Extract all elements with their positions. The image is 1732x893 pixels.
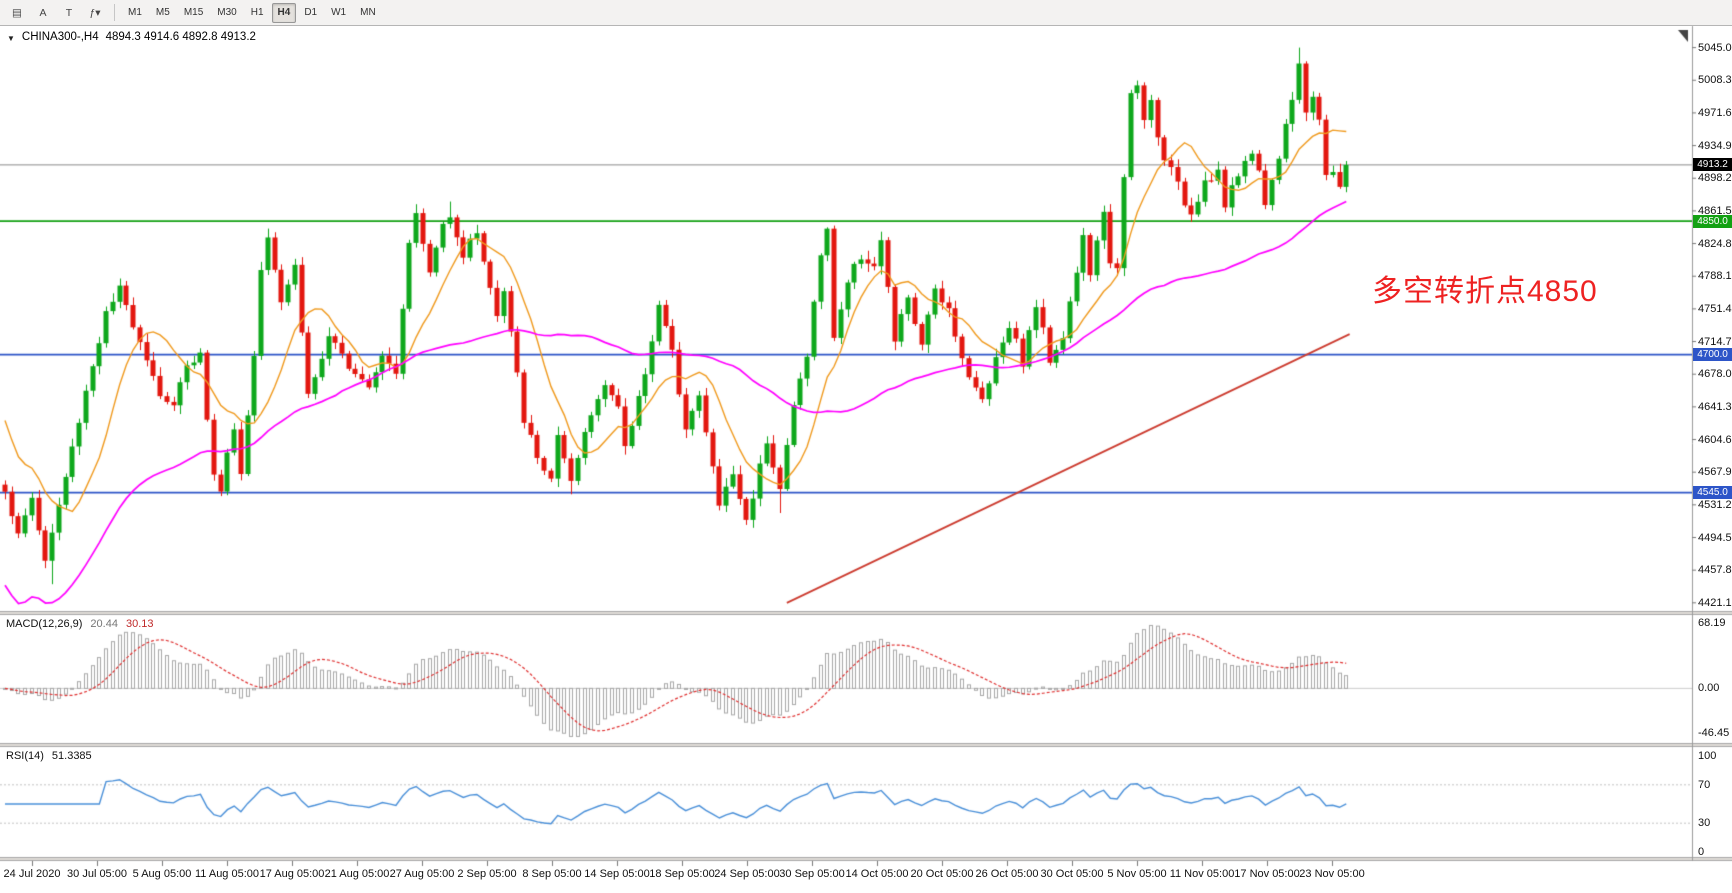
rsi-axis-label: 70 [1698, 778, 1711, 791]
time-axis-label: 21 Aug 05:00 [324, 868, 390, 880]
symbol-name: CHINA300-,H4 [21, 31, 99, 43]
macd-axis-label: 68.19 [1698, 616, 1726, 629]
time-axis-label: 20 Oct 05:00 [910, 868, 974, 880]
price-tag: 4913.2 [1693, 158, 1732, 172]
price-axis-label: 4934.9 [1698, 139, 1732, 152]
price-axis-label: 5045.0 [1698, 41, 1732, 54]
timeframe-H4[interactable]: H4 [271, 2, 297, 23]
timeframe-H1[interactable]: H1 [250, 7, 264, 18]
price-axis-label: 4531.2 [1698, 498, 1732, 511]
time-axis-label: 5 Aug 05:00 [132, 868, 192, 880]
time-axis-label: 27 Aug 05:00 [389, 868, 455, 880]
timeframe-MN[interactable]: MN [360, 7, 376, 18]
price-axis-label: 4861.5 [1698, 204, 1732, 217]
price-axis-label: 4567.9 [1698, 466, 1732, 479]
macd-value-main: 20.44 [90, 618, 118, 630]
macd-axis-label: 0.00 [1698, 682, 1720, 695]
macd-value-signal: 30.13 [125, 618, 154, 630]
time-axis-label: 30 Sep 05:00 [779, 868, 845, 880]
time-axis-label: 17 Nov 05:00 [1234, 868, 1300, 880]
price-axis-label: 4714.7 [1698, 335, 1732, 348]
price-axis-label: 4971.6 [1698, 106, 1732, 119]
time-axis-label: 23 Nov 05:00 [1299, 868, 1365, 880]
price-axis-label: 4421.1 [1698, 596, 1732, 609]
timeframe-W1[interactable]: W1 [331, 7, 347, 18]
rsi-value: 51.3385 [51, 750, 92, 762]
rsi-axis-label: 100 [1698, 750, 1717, 762]
symbol-dropdown-icon[interactable]: ▼ [7, 33, 15, 43]
time-axis-label: 26 Oct 05:00 [975, 868, 1039, 880]
rsi-name: RSI(14) [6, 750, 44, 762]
timeframe-M15[interactable]: M15 [183, 7, 204, 18]
ohlc-readout: 4894.3 4914.6 4892.8 4913.2 [105, 31, 256, 43]
text-tool[interactable]: T [65, 6, 73, 19]
price-axis-label: 4604.6 [1698, 433, 1732, 446]
price-axis-label: 4494.5 [1698, 531, 1732, 544]
price-tag: 4545.0 [1693, 486, 1732, 500]
macd-axis-label: -46.45 [1698, 726, 1730, 739]
time-axis-label: 14 Oct 05:00 [845, 868, 909, 880]
time-axis-label: 30 Jul 05:00 [67, 868, 127, 880]
time-axis-label: 11 Nov 05:00 [1169, 868, 1235, 880]
timeframe-M30[interactable]: M30 [217, 7, 237, 18]
timeframe-M1[interactable]: M1 [128, 7, 142, 18]
rsi-axis-label: 30 [1698, 817, 1711, 830]
cursor-a-tool[interactable]: A [39, 6, 47, 19]
time-axis-label: 14 Sep 05:00 [584, 868, 650, 880]
price-tag: 4850.0 [1693, 214, 1732, 228]
price-axis-label: 4641.3 [1698, 400, 1732, 413]
time-axis-label: 24 Jul 2020 [3, 868, 61, 880]
timeframe-group: M1 M5 M15 M30 H1 H4 D1 W1 MN [122, 2, 382, 23]
price-axis-label: 4751.4 [1698, 302, 1732, 315]
time-axis-label: 24 Sep 05:00 [714, 868, 780, 880]
price-axis-label: 4824.8 [1698, 237, 1732, 250]
time-axis-label: 8 Sep 05:00 [522, 868, 582, 880]
price-axis-label: 4898.2 [1698, 172, 1732, 185]
charts-grid-icon[interactable]: ▤ [12, 6, 22, 19]
price-axis-label: 4457.8 [1698, 564, 1732, 577]
rsi-indicator-label: RSI(14) 51.3385 [6, 750, 92, 762]
time-axis-label: 30 Oct 05:00 [1040, 868, 1104, 880]
time-axis-label: 11 Aug 05:00 [194, 868, 260, 880]
indicators-dropdown[interactable]: ƒ▾ [89, 6, 101, 19]
timeframe-M5[interactable]: M5 [155, 7, 170, 18]
price-axis-label: 4788.1 [1698, 270, 1732, 283]
timeframe-D1[interactable]: D1 [304, 7, 318, 18]
annotation-text: 多空转折点4850 [1372, 275, 1598, 308]
price-tag: 4700.0 [1693, 348, 1732, 362]
time-axis-label: 2 Sep 05:00 [457, 868, 517, 880]
time-axis-label: 17 Aug 05:00 [259, 868, 325, 880]
time-axis-label: 5 Nov 05:00 [1107, 868, 1167, 880]
toolbar-separator [114, 4, 115, 21]
macd-indicator-label: MACD(12,26,9) 20.44 30.13 [6, 618, 153, 630]
price-axis-label: 5008.3 [1698, 74, 1732, 87]
time-axis-label: 18 Sep 05:00 [649, 868, 715, 880]
chart-title: ▼ CHINA300-,H4 4894.3 4914.6 4892.8 4913… [7, 31, 256, 43]
price-axis-label: 4678.0 [1698, 368, 1732, 381]
macd-name: MACD(12,26,9) [6, 618, 83, 630]
rsi-axis-label: 0 [1698, 846, 1705, 858]
